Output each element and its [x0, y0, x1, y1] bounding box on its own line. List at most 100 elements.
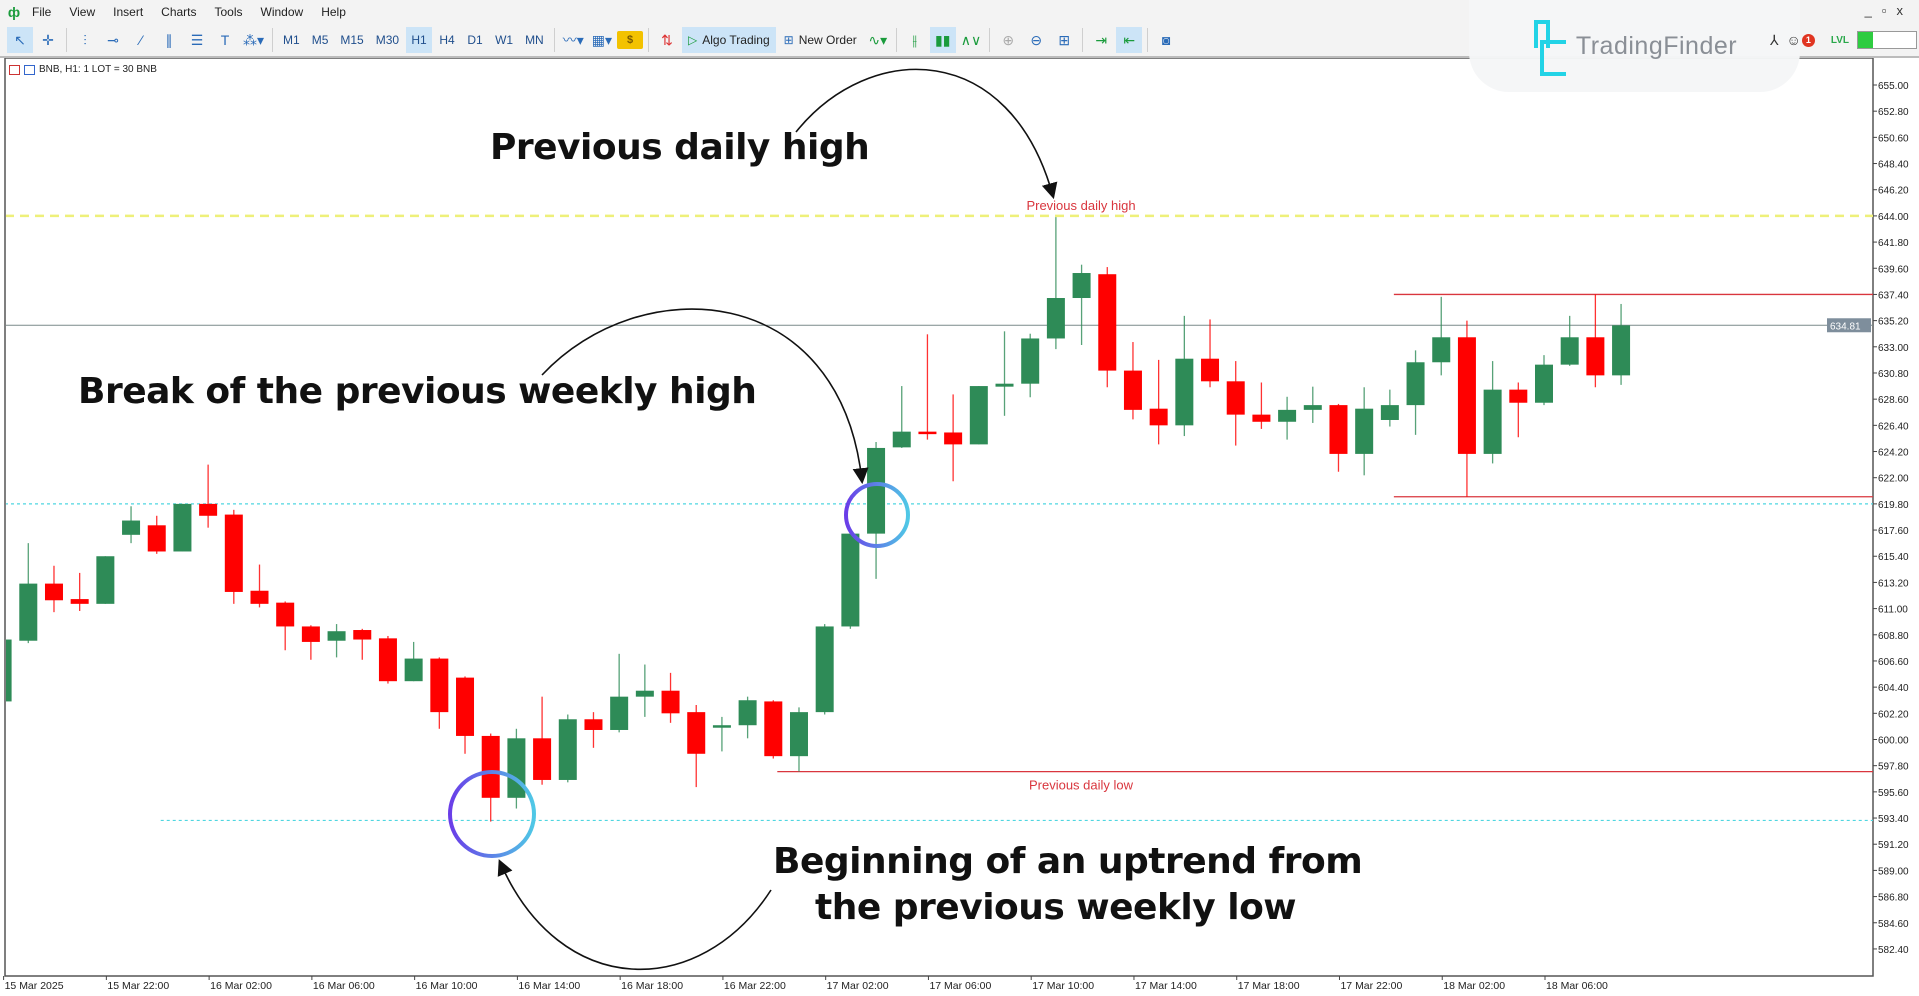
candle-body — [1457, 337, 1476, 454]
timeframe-m1[interactable]: M1 — [283, 33, 300, 47]
channel-icon[interactable]: ∥ — [165, 31, 173, 48]
menu-insert[interactable]: Insert — [113, 5, 144, 19]
fibonacci-icon[interactable]: ☰ — [190, 31, 204, 48]
candle — [1560, 315, 1579, 366]
window-controls: _▫x — [1865, 3, 1913, 18]
candle-body — [507, 738, 526, 798]
new-order-button[interactable]: ⊞ New Order — [778, 27, 863, 53]
menu-charts[interactable]: Charts — [161, 5, 197, 19]
timeframe-m15[interactable]: M15 — [340, 33, 364, 47]
y-tick-label: 602.20 — [1878, 709, 1909, 720]
menu-tools[interactable]: Tools — [214, 5, 243, 19]
candle — [944, 394, 963, 482]
candle — [1586, 294, 1605, 388]
candle — [764, 700, 783, 759]
timeframe-d1[interactable]: D1 — [467, 33, 483, 47]
options-icon[interactable]: ⅄ — [1769, 31, 1779, 48]
candle-body — [1226, 381, 1245, 415]
timeframe-h1[interactable]: H1 — [406, 27, 433, 53]
candle — [1509, 382, 1528, 438]
candle — [1535, 355, 1553, 406]
candle-body — [353, 630, 372, 640]
new-order-label: New Order — [798, 33, 857, 47]
notifications-button[interactable]: ☺ 1 — [1787, 32, 1815, 48]
candle — [353, 628, 372, 660]
timeframe-mn[interactable]: MN — [525, 33, 544, 47]
one-click-trading-icon[interactable]: ⇅ — [661, 31, 673, 48]
trendline-icon[interactable]: ⁄ — [139, 32, 143, 48]
minimize-icon[interactable]: _ — [1864, 3, 1882, 18]
candle — [789, 707, 808, 772]
candle-body — [430, 658, 449, 713]
candle — [44, 565, 63, 613]
y-tick-label: 626.40 — [1878, 421, 1909, 432]
y-tick-label: 630.80 — [1878, 369, 1909, 380]
timeframe-h4[interactable]: H4 — [439, 33, 455, 47]
x-tick-label: 16 Mar 10:00 — [416, 980, 478, 992]
timeframe-m30[interactable]: M30 — [375, 33, 400, 47]
x-tick-label: 17 Mar 18:00 — [1238, 980, 1300, 992]
algo-trading-button[interactable]: ▷ Algo Trading — [682, 27, 776, 53]
candle — [199, 464, 218, 528]
candle-body — [173, 503, 192, 552]
zoom-out-icon[interactable]: ⊖ — [1030, 31, 1043, 48]
algo-trading-label: Algo Trading — [702, 33, 770, 47]
indicators-icon[interactable]: 〰▾ — [562, 32, 584, 48]
auto-scroll-icon[interactable]: ⇥ — [1095, 31, 1108, 48]
menu-file[interactable]: File — [32, 5, 52, 19]
candle-body — [301, 626, 320, 642]
candle-body — [789, 712, 808, 757]
candle-body — [327, 631, 346, 641]
candle-body — [1123, 370, 1142, 410]
candle-body — [1406, 362, 1425, 406]
zoom-in-icon[interactable]: ⊕ — [1002, 31, 1015, 48]
shapes-icon[interactable]: ⁂▾ — [243, 31, 265, 48]
candle — [456, 676, 475, 754]
y-tick-label: 591.20 — [1878, 840, 1909, 851]
cursor-icon[interactable]: ↖ — [7, 27, 33, 53]
horizontal-line-icon[interactable]: ⊸ — [107, 31, 119, 48]
y-tick-label: 646.20 — [1878, 186, 1909, 197]
market-icon[interactable]: $ — [617, 31, 644, 49]
candle — [250, 564, 269, 608]
menu-view[interactable]: View — [69, 5, 96, 19]
crosshair-icon[interactable]: ✛ — [42, 31, 54, 48]
candlestick-chart-icon[interactable]: ▮▮ — [929, 27, 956, 53]
y-tick-label: 633.00 — [1878, 343, 1909, 354]
x-tick-label: 15 Mar 22:00 — [107, 980, 169, 992]
x-tick-label: 17 Mar 02:00 — [827, 980, 889, 992]
arrow-to-weekly-low — [497, 859, 772, 971]
candle-body — [96, 556, 115, 604]
arrow-to-weekly-high-break — [541, 308, 869, 485]
arrow-to-daily-high — [795, 68, 1058, 200]
vertical-line-icon[interactable]: ⫶ — [83, 31, 87, 48]
chart-template-icon[interactable]: ▦▾ — [591, 31, 613, 48]
x-tick-label: 16 Mar 22:00 — [724, 980, 786, 992]
restore-icon[interactable]: ▫ — [1881, 3, 1897, 18]
candle-body — [610, 696, 629, 730]
candle — [1380, 389, 1399, 427]
signals-icon[interactable]: ∿▾ — [868, 31, 888, 48]
timeframe-w1[interactable]: W1 — [495, 33, 514, 47]
screenshot-icon[interactable]: ◙ — [1162, 32, 1171, 48]
timeframe-m5[interactable]: M5 — [311, 33, 329, 47]
y-tick-label: 617.60 — [1878, 526, 1909, 537]
candle — [19, 543, 38, 644]
chart-window-icon — [9, 64, 20, 75]
chart-shift-icon[interactable]: ⇤ — [1116, 27, 1143, 53]
menu-help[interactable]: Help — [321, 5, 346, 19]
candle-body — [918, 431, 937, 435]
line-chart-icon[interactable]: ∧∨ — [960, 31, 982, 48]
bar-chart-icon[interactable]: ⫲ — [912, 31, 917, 48]
candle-body — [378, 638, 397, 682]
text-icon[interactable]: T — [220, 32, 230, 48]
candle — [995, 331, 1014, 416]
menu-window[interactable]: Window — [260, 5, 304, 19]
candle-body — [6, 639, 12, 702]
close-icon[interactable]: x — [1896, 3, 1913, 18]
level-progress-fill — [1858, 32, 1873, 48]
candle — [1123, 342, 1142, 420]
tile-windows-icon[interactable]: ⊞ — [1058, 31, 1071, 48]
candle-body — [892, 431, 911, 448]
